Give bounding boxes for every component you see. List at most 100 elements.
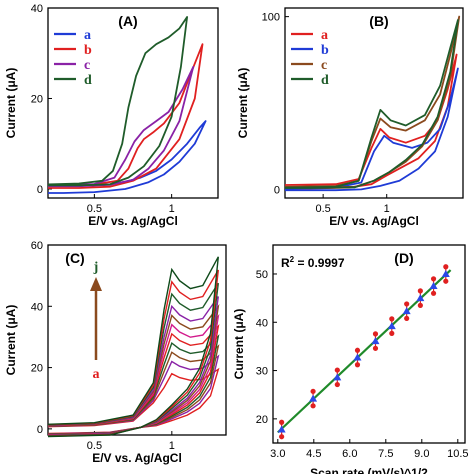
arrow-end-label: j bbox=[93, 260, 99, 275]
panel-label: (D) bbox=[394, 250, 413, 266]
x-tick-label: 3.0 bbox=[270, 448, 285, 460]
series-d-curve bbox=[284, 19, 459, 189]
scan-curve bbox=[47, 334, 220, 436]
plot-frame bbox=[47, 244, 227, 436]
error-cap-bottom bbox=[279, 434, 285, 440]
legend-label-c: c bbox=[321, 58, 327, 73]
error-cap-top bbox=[279, 419, 285, 425]
error-cap-bottom bbox=[372, 345, 379, 351]
y-tick-label: 50 bbox=[256, 269, 268, 281]
arrow-start-label: a bbox=[93, 367, 100, 382]
y-axis-label: Current (μA) bbox=[4, 68, 18, 139]
error-cap-bottom bbox=[404, 315, 410, 322]
x-tick-label: 0.5 bbox=[87, 440, 102, 452]
legend-label-c: c bbox=[84, 58, 90, 73]
x-tick-label: 1 bbox=[169, 440, 175, 452]
r-squared-label: R2 = 0.9997 bbox=[281, 255, 345, 270]
x-tick-label: 4.5 bbox=[306, 448, 321, 460]
error-cap-bottom bbox=[430, 290, 437, 296]
error-cap-top bbox=[372, 331, 379, 337]
plot-frame bbox=[47, 7, 219, 199]
error-cap-top bbox=[389, 316, 395, 322]
x-axis-label: E/V vs. Ag/AgCl bbox=[88, 214, 178, 228]
r-superscript: 2 bbox=[290, 255, 295, 264]
series-b-curve bbox=[47, 43, 204, 189]
data-point bbox=[333, 373, 342, 381]
error-cap-top bbox=[430, 276, 437, 282]
y-tick-label: 40 bbox=[31, 3, 43, 15]
x-tick-label: 0.5 bbox=[87, 203, 102, 215]
data-point bbox=[402, 307, 411, 315]
plot-frame bbox=[272, 244, 466, 444]
data-point bbox=[309, 394, 318, 402]
x-axis-label: E/V vs. Ag/AgCl bbox=[329, 214, 419, 228]
y-axis-label: Current (μA) bbox=[236, 68, 250, 139]
error-cap-top bbox=[443, 264, 449, 270]
data-point bbox=[371, 337, 380, 345]
y-tick-label: 20 bbox=[256, 414, 268, 426]
y-tick-label: 100 bbox=[262, 12, 280, 24]
x-tick-label: 1 bbox=[169, 203, 175, 215]
panel-2: 0.5 1 0 20 40 60 E/V vs. Ag/AgCl Current (μA) (C… bbox=[4, 240, 227, 465]
y-axis-label: Current (μA) bbox=[4, 305, 18, 376]
y-tick-label: 60 bbox=[31, 240, 43, 252]
panel-label: (B) bbox=[369, 13, 388, 29]
series-c-curve bbox=[47, 65, 195, 188]
error-cap-bottom bbox=[443, 278, 449, 284]
error-cap-bottom bbox=[310, 403, 316, 409]
y-tick-label: 0 bbox=[274, 184, 280, 196]
panel-label: (A) bbox=[118, 13, 137, 29]
x-tick-label: 1 bbox=[384, 203, 390, 215]
error-cap-bottom bbox=[389, 330, 395, 336]
data-point bbox=[441, 269, 450, 277]
r-value: = 0.9997 bbox=[294, 256, 345, 270]
error-cap-top bbox=[417, 288, 423, 294]
error-cap-bottom bbox=[334, 381, 340, 388]
scan-curve bbox=[47, 256, 219, 438]
legend-label-b: b bbox=[84, 43, 92, 58]
x-tick-label: 7.5 bbox=[378, 448, 393, 460]
series-c-curve bbox=[284, 15, 461, 189]
data-point bbox=[353, 353, 362, 361]
y-tick-label: 30 bbox=[256, 366, 268, 378]
error-cap-top bbox=[334, 367, 340, 373]
x-tick-label: 0.5 bbox=[315, 203, 330, 215]
data-point bbox=[277, 425, 286, 433]
legend-label-b: b bbox=[321, 43, 329, 58]
legend-label-d: d bbox=[321, 73, 329, 88]
error-cap-top bbox=[310, 388, 316, 394]
error-cap-top bbox=[404, 301, 410, 307]
y-axis-label: Current (μA) bbox=[232, 309, 246, 380]
legend-label-a: a bbox=[84, 28, 91, 43]
series-a-curve bbox=[284, 53, 458, 190]
x-tick-label: 6.0 bbox=[342, 448, 357, 460]
x-tick-label: 10.5 bbox=[447, 448, 468, 460]
panel-3: 3.0 4.5 6.0 7.5 9.0 10.5 20 30 40 50 Scan rate (mV… bbox=[232, 244, 469, 474]
series-b-curve bbox=[284, 67, 459, 192]
y-tick-label: 40 bbox=[31, 301, 43, 313]
scan-curve bbox=[47, 282, 219, 437]
y-tick-label: 0 bbox=[37, 424, 43, 436]
x-axis-label: Scan rate (mV/s)^1/2 bbox=[310, 466, 428, 474]
panel-1: 0.5 1 0 100 E/V vs. Ag/AgCl Current (μA) (B) ab… bbox=[236, 7, 464, 228]
fit-line bbox=[277, 269, 452, 434]
data-point bbox=[387, 322, 396, 330]
data-point bbox=[416, 294, 425, 302]
panel-0: 0.5 1 0 20 40 E/V vs. Ag/AgCl Current (μA) (A) a… bbox=[4, 3, 219, 228]
data-point bbox=[429, 282, 438, 290]
series-d-curve bbox=[47, 16, 188, 187]
x-tick-label: 9.0 bbox=[414, 448, 429, 460]
r-symbol: R bbox=[281, 256, 290, 270]
y-tick-label: 40 bbox=[256, 317, 268, 329]
error-cap-bottom bbox=[417, 302, 423, 308]
x-axis-label: E/V vs. Ag/AgCl bbox=[92, 451, 182, 465]
error-cap-top bbox=[354, 347, 361, 353]
error-cap-bottom bbox=[354, 362, 361, 368]
plot-frame bbox=[284, 7, 464, 199]
y-tick-label: 20 bbox=[31, 93, 43, 105]
panel-label: (C) bbox=[65, 250, 84, 266]
legend-label-a: a bbox=[321, 28, 328, 43]
y-tick-label: 20 bbox=[31, 363, 43, 375]
